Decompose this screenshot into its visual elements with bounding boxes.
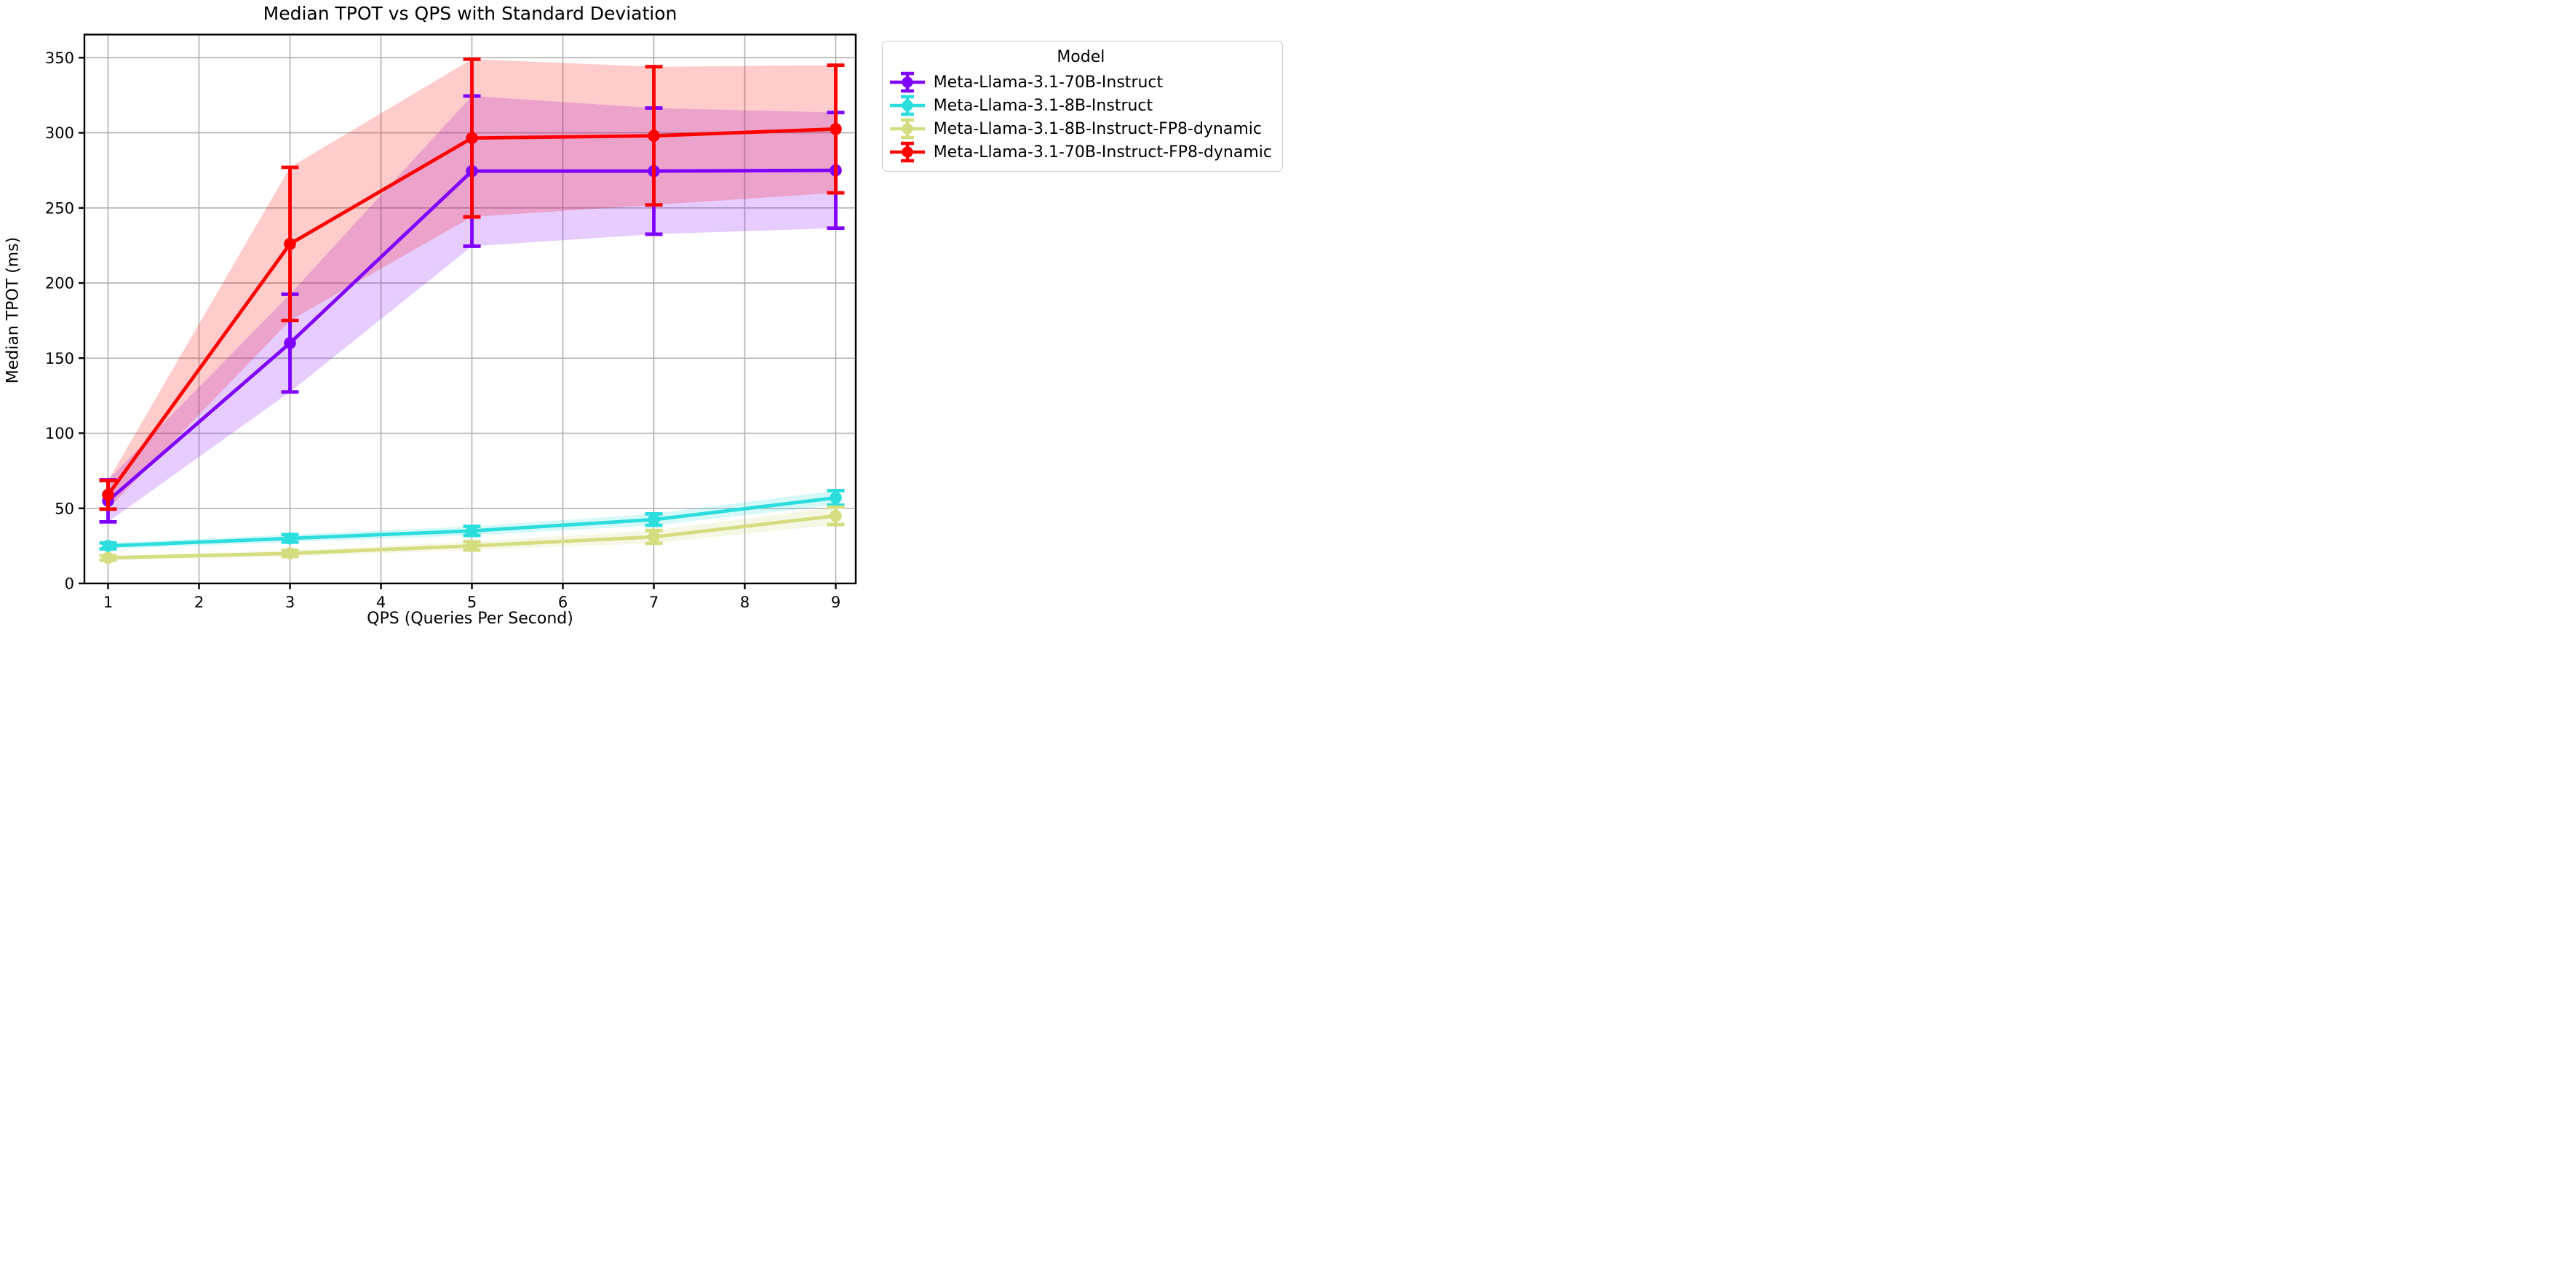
errorbar-marker-icon: [889, 141, 925, 163]
y-tick-label: 100: [45, 425, 74, 442]
x-axis-label: QPS (Queries Per Second): [367, 610, 573, 628]
y-axis-label: Median TPOT (ms): [4, 236, 23, 384]
x-tick-label: 4: [376, 594, 386, 611]
errorbar-marker-icon: [889, 118, 925, 140]
chart-plot-area: 1 2 3 4 5 6 7 8 9 0 50 100 150 200 250 300 350: [45, 33, 857, 611]
legend-item-8b-instruct-fp8: Meta-Llama-3.1-8B-Instruct-FP8-dynamic: [889, 117, 1272, 140]
figure: 1 2 3 4 5 6 7 8 9 0 50 100 150 200 250 300 350 Median TP…: [0, 0, 1288, 642]
legend-item-8b-instruct: Meta-Llama-3.1-8B-Instruct: [889, 94, 1272, 117]
x-tick-label: 9: [831, 594, 840, 611]
legend-label: Meta-Llama-3.1-70B-Instruct-FP8-dynamic: [933, 143, 1272, 162]
x-tick-label: 5: [467, 594, 477, 611]
x-tick-label: 8: [740, 594, 750, 611]
x-tick-label: 6: [558, 594, 568, 611]
y-tick-label: 300: [45, 124, 74, 142]
x-tick-label: 1: [103, 594, 113, 611]
y-tick-label: 50: [55, 500, 74, 517]
legend-title: Model: [1057, 48, 1105, 66]
legend-item-70b-instruct-fp8: Meta-Llama-3.1-70B-Instruct-FP8-dynamic: [889, 140, 1272, 164]
y-tick-label: 150: [45, 350, 74, 367]
legend-label: Meta-Llama-3.1-8B-Instruct-FP8-dynamic: [933, 119, 1262, 138]
chart-title: Median TPOT vs QPS with Standard Deviati…: [263, 3, 677, 24]
errorbar-marker-icon: [889, 71, 925, 93]
legend: Model Meta-Llama-3.1-70B-Instruct Meta-L…: [881, 41, 1283, 172]
x-tick-label: 7: [649, 594, 659, 611]
y-tick-label: 200: [45, 275, 74, 292]
x-tick-label: 2: [194, 594, 204, 611]
legend-item-70b-instruct: Meta-Llama-3.1-70B-Instruct: [889, 71, 1272, 94]
y-tick-label: 250: [45, 199, 74, 217]
legend-label: Meta-Llama-3.1-8B-Instruct: [933, 96, 1153, 115]
errorbar-marker-icon: [889, 95, 925, 116]
legend-label: Meta-Llama-3.1-70B-Instruct: [933, 73, 1164, 92]
x-tick-label: 3: [285, 594, 295, 611]
y-tick-label: 350: [45, 49, 74, 67]
y-tick-label: 0: [65, 575, 74, 593]
